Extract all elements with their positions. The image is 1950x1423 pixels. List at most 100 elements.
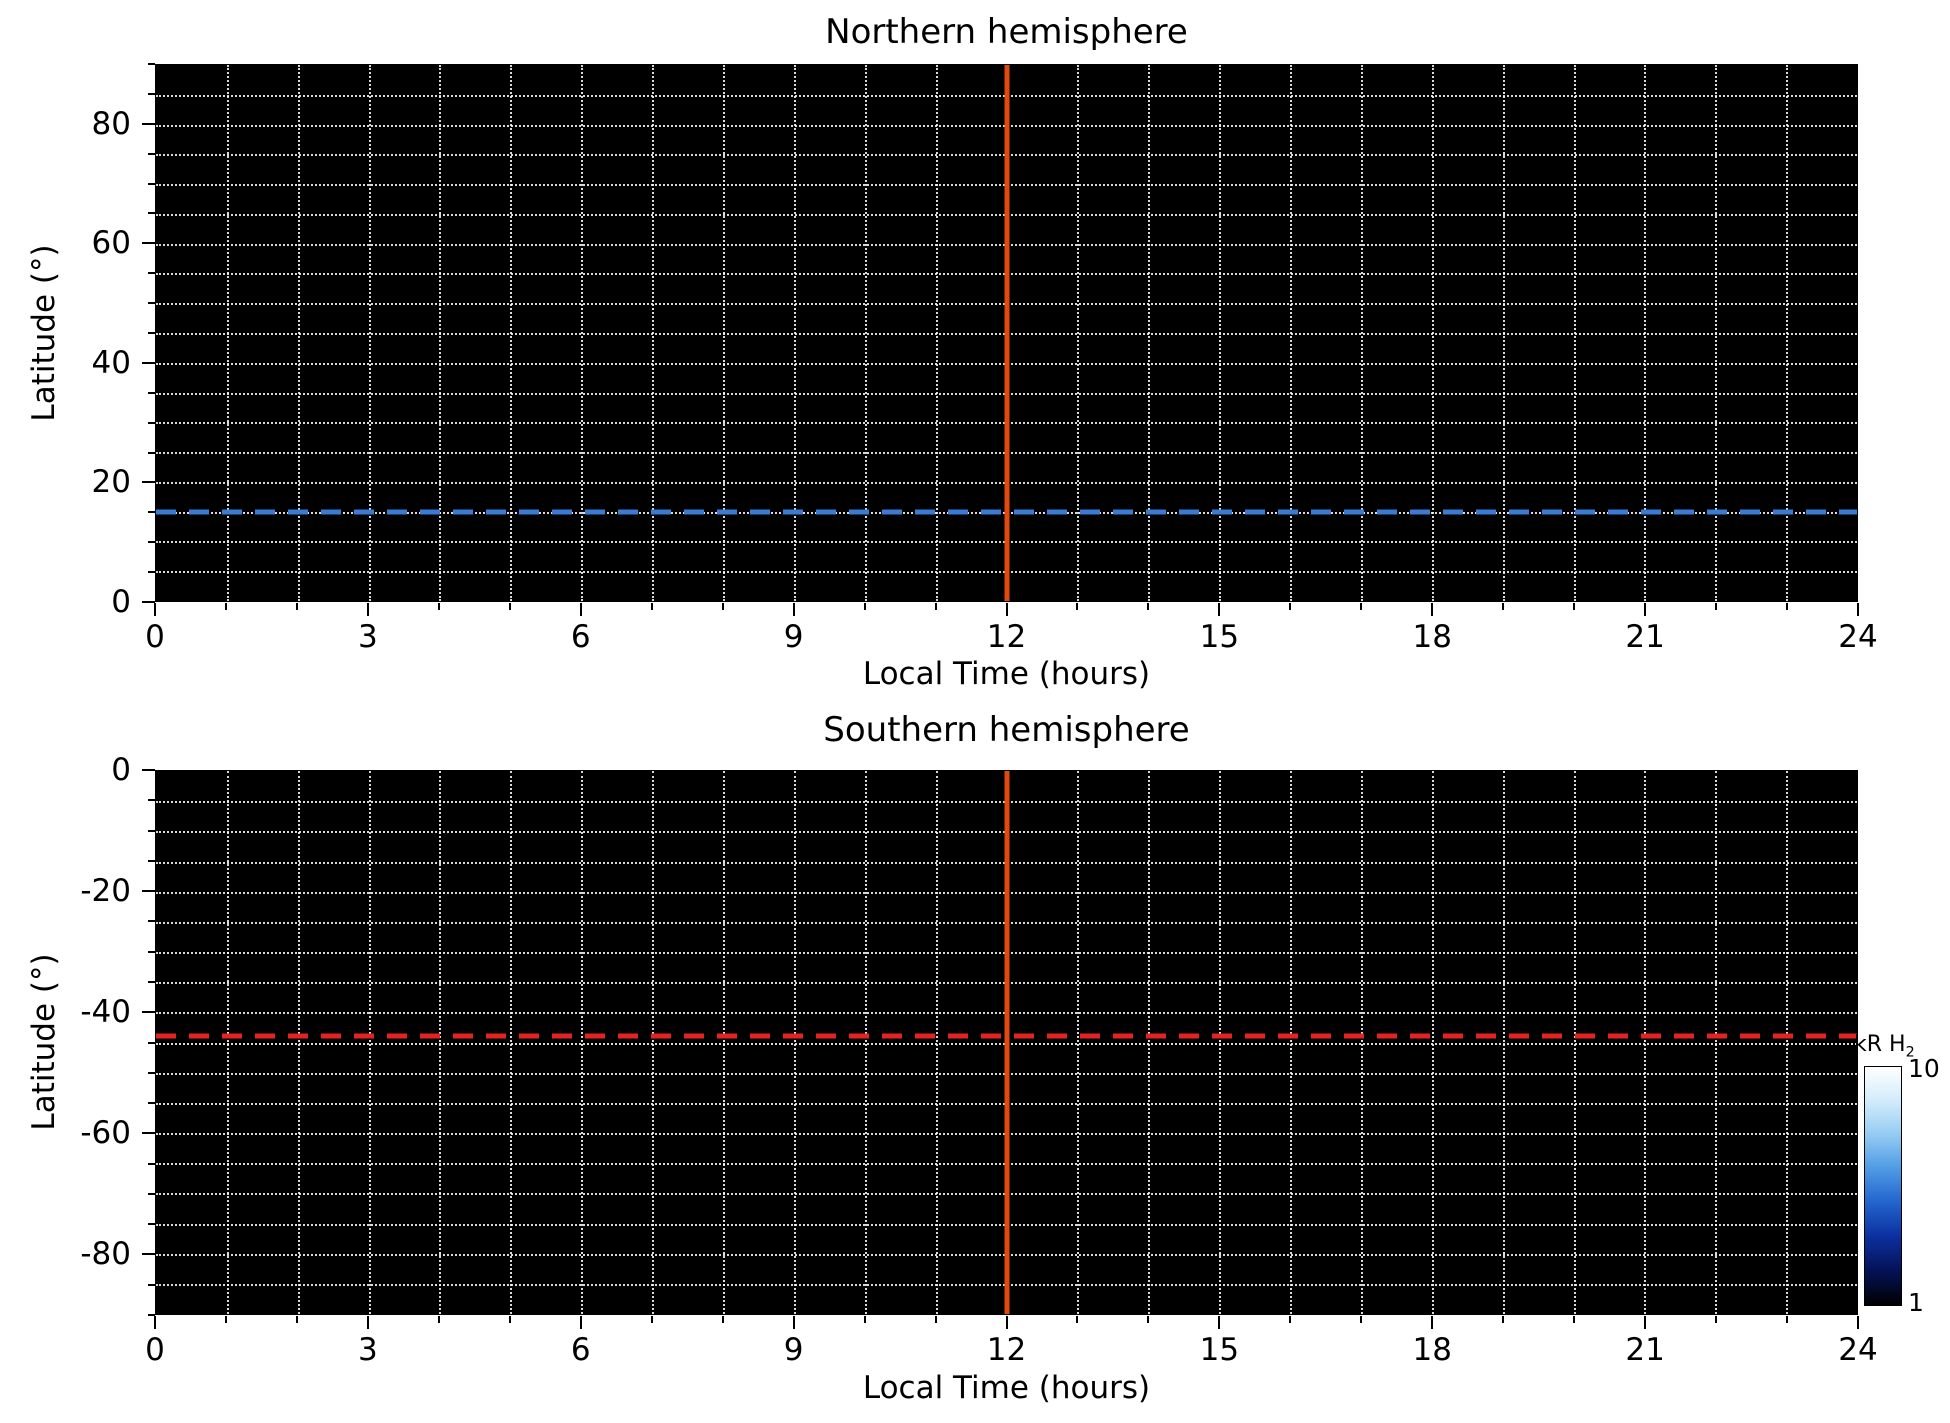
y-tick-mark (148, 541, 155, 544)
x-tick-mark (1360, 603, 1363, 610)
y-tick-mark (148, 799, 155, 802)
y-tick-mark (142, 481, 155, 484)
y-tick-mark (148, 391, 155, 394)
y-tick-mark (148, 1314, 155, 1316)
x-tick-mark (1502, 1316, 1505, 1323)
x-tick-mark (295, 1316, 298, 1323)
y-tick-mark (148, 182, 155, 185)
y-tick-label: 80 (91, 105, 131, 142)
x-tick-label: 24 (1838, 1332, 1878, 1368)
y-tick-mark (148, 1192, 155, 1195)
y-tick-label: -20 (80, 873, 131, 910)
noon-marker-line (1004, 771, 1009, 1314)
y-tick-mark (142, 242, 155, 245)
x-tick-mark (650, 603, 653, 610)
x-tick-label: 24 (1838, 619, 1878, 655)
y-tick-mark (142, 1253, 155, 1256)
x-tick-mark (721, 603, 724, 610)
x-tick-mark (792, 603, 795, 616)
x-tick-label: 3 (358, 1332, 378, 1368)
x-tick-mark (579, 1316, 582, 1329)
x-tick-mark (650, 1316, 653, 1323)
north-plot-area (155, 64, 1858, 602)
x-tick-mark (437, 1316, 440, 1323)
y-tick-mark (148, 332, 155, 334)
x-tick-mark (1289, 603, 1292, 610)
x-tick-mark (1786, 603, 1789, 610)
x-tick-mark (1431, 1316, 1434, 1329)
x-tick-mark (1786, 1316, 1789, 1323)
y-tick-mark (142, 769, 155, 771)
north-x-axis-label: Local Time (hours) (862, 656, 1151, 692)
x-tick-mark (1076, 1316, 1079, 1323)
y-tick-mark (148, 1041, 155, 1044)
x-tick-mark (1431, 603, 1434, 616)
x-tick-mark (1005, 603, 1008, 616)
y-tick-mark (148, 859, 155, 862)
x-tick-mark (792, 1316, 795, 1329)
y-tick-label: 0 (111, 752, 131, 788)
y-tick-mark (148, 1283, 155, 1286)
y-tick-label: -60 (80, 1115, 131, 1152)
x-tick-label: 9 (783, 619, 804, 655)
x-tick-mark (508, 603, 511, 610)
colorbar-tick-min: 1 (1908, 1288, 1924, 1317)
y-tick-mark (148, 1071, 155, 1074)
x-tick-mark (1644, 1316, 1647, 1329)
y-tick-mark (142, 1011, 155, 1014)
x-tick-mark (1218, 603, 1221, 616)
x-tick-mark (154, 603, 156, 616)
y-tick-label: 40 (91, 344, 131, 381)
x-tick-mark (934, 603, 937, 610)
north-y-axis: 0 20 40 60 80 (0, 63, 155, 620)
y-tick-mark (148, 272, 155, 275)
south-plot-area (155, 770, 1858, 1315)
y-tick-mark (148, 829, 155, 832)
colorbar-gradient (1864, 1066, 1902, 1306)
y-tick-mark (148, 980, 155, 983)
y-tick-mark (142, 122, 155, 125)
x-tick-mark (863, 1316, 866, 1323)
colorbar-label: kR H2 (1854, 1032, 1915, 1060)
x-tick-mark (224, 1316, 227, 1323)
x-tick-label: 12 (986, 1332, 1027, 1368)
y-tick-mark (142, 361, 155, 364)
y-tick-mark (142, 890, 155, 893)
x-tick-mark (437, 603, 440, 610)
x-tick-mark (1218, 1316, 1221, 1329)
y-tick-label: 0 (111, 584, 131, 620)
y-tick-mark (148, 1162, 155, 1165)
x-tick-label: 6 (570, 1332, 591, 1368)
x-tick-mark (1715, 603, 1718, 610)
x-tick-mark (1857, 603, 1859, 616)
y-tick-label: -40 (80, 994, 131, 1031)
x-tick-mark (366, 1316, 369, 1329)
x-tick-mark (1005, 1316, 1008, 1329)
x-tick-mark (721, 1316, 724, 1323)
latitude-marker-line (156, 509, 1857, 515)
y-tick-label: 60 (91, 225, 131, 262)
x-tick-mark (1857, 1316, 1859, 1329)
y-tick-mark (148, 571, 155, 574)
x-tick-label: 21 (1625, 619, 1665, 655)
x-tick-mark (366, 603, 369, 616)
x-tick-label: 21 (1625, 1332, 1665, 1368)
y-tick-mark (148, 212, 155, 215)
latitude-marker-line (156, 1033, 1857, 1039)
x-tick-label: 15 (1199, 619, 1240, 655)
x-tick-mark (1360, 1316, 1363, 1323)
x-tick-label: 18 (1412, 619, 1452, 655)
x-tick-mark (1289, 1316, 1292, 1323)
x-tick-mark (508, 1316, 511, 1323)
x-tick-mark (295, 603, 298, 610)
x-tick-mark (934, 1316, 937, 1323)
x-tick-label: 12 (986, 619, 1027, 655)
x-tick-mark (1715, 1316, 1718, 1323)
x-tick-mark (863, 603, 866, 610)
colorbar-label-subscript: 2 (1905, 1044, 1915, 1061)
x-tick-mark (224, 603, 227, 610)
x-tick-mark (1573, 1316, 1576, 1323)
colorbar-tick-max: 10 (1908, 1054, 1940, 1083)
x-tick-mark (154, 1316, 156, 1329)
x-tick-mark (1573, 603, 1576, 610)
